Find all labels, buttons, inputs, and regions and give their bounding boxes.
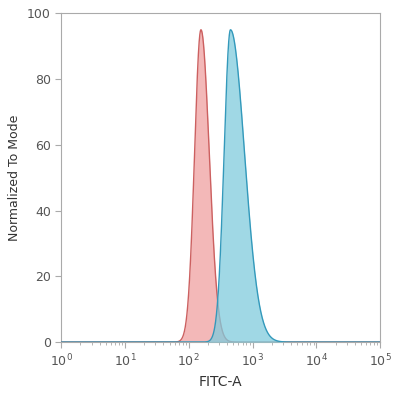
Y-axis label: Normalized To Mode: Normalized To Mode — [8, 114, 21, 241]
X-axis label: FITC-A: FITC-A — [199, 375, 242, 389]
